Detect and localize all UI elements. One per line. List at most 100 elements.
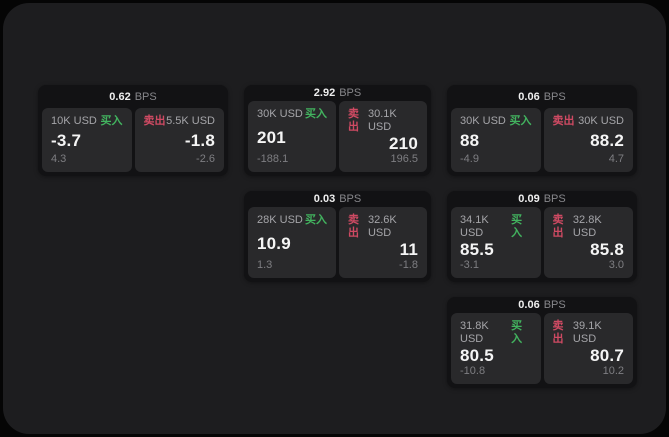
sell-price: 88.2 <box>590 131 624 150</box>
sell-panel-top-row: 卖出 32.6K USD <box>348 214 418 240</box>
bps-value: 0.09 <box>518 193 540 205</box>
quote-card-body: 30K USD 买入 201 -188.1 卖出 30.1K USD 210 1… <box>244 101 431 176</box>
buy-price: 201 <box>257 127 286 147</box>
buy-panel-top-row: 34.1K USD 买入 <box>460 214 532 240</box>
sell-change-value: 4.7 <box>608 153 624 165</box>
sell-panel[interactable]: 卖出 5.5K USD -1.8 -2.6 <box>134 108 224 172</box>
quote-card: 0.09 BPS 34.1K USD 买入 85.5 -3.1 卖出 32.8K… <box>447 191 637 282</box>
quote-card: 0.06 BPS 30K USD 买入 88 -4.9 卖出 30K USD 8… <box>447 85 637 176</box>
bps-value: 0.03 <box>313 193 336 205</box>
buy-change-value: -4.9 <box>460 153 479 165</box>
buy-panel[interactable]: 34.1K USD 买入 85.5 -3.1 <box>451 207 541 278</box>
sell-change-value: 196.5 <box>390 153 418 165</box>
bps-unit-label: BPS <box>339 87 362 99</box>
bps-unit-label: BPS <box>134 90 157 103</box>
quote-card: 0.62 BPS 10K USD 买入 -3.7 4.3 卖出 5.5K USD… <box>38 85 228 176</box>
bps-unit-label: BPS <box>543 299 566 311</box>
quote-card: 2.92 BPS 30K USD 买入 201 -188.1 卖出 30.1K … <box>244 85 431 176</box>
buy-side-label: 买入 <box>511 320 523 345</box>
buy-panel[interactable]: 10K USD 买入 -3.7 4.3 <box>42 108 132 172</box>
sell-notional-label: 30.1K USD <box>367 108 397 133</box>
buy-side-label: 买入 <box>100 115 123 127</box>
sell-price: 210 <box>389 134 418 153</box>
sell-panel[interactable]: 卖出 30K USD 88.2 4.7 <box>543 108 633 172</box>
buy-price: 85.5 <box>460 240 494 259</box>
sell-side-label: 卖出 <box>348 108 359 133</box>
sell-change-value: 3.0 <box>608 259 624 271</box>
buy-change-value: -10.8 <box>460 365 486 377</box>
buy-price: 10.9 <box>257 233 291 253</box>
sell-side-label: 卖出 <box>552 115 575 127</box>
bps-value: 0.06 <box>518 299 540 311</box>
sell-panel[interactable]: 卖出 32.6K USD 11 -1.8 <box>339 207 427 278</box>
quote-card-body: 10K USD 买入 -3.7 4.3 卖出 5.5K USD -1.8 -2.… <box>38 108 228 176</box>
buy-side-label: 买入 <box>305 214 327 226</box>
sell-change-value: -1.8 <box>399 259 418 271</box>
sell-notional-label: 32.6K USD <box>367 214 397 239</box>
buy-change-value: 4.3 <box>51 153 67 165</box>
quote-grid: 0.62 BPS 10K USD 买入 -3.7 4.3 卖出 5.5K USD… <box>38 85 637 388</box>
sell-side-label: 卖出 <box>552 214 564 239</box>
bps-header: 0.09 BPS <box>447 191 637 207</box>
bps-unit-label: BPS <box>543 193 566 205</box>
buy-panel[interactable]: 28K USD 买入 10.9 1.3 <box>248 207 336 278</box>
quote-card: 0.03 BPS 28K USD 买入 10.9 1.3 卖出 32.6K US… <box>244 191 431 282</box>
bps-header: 0.62 BPS <box>38 85 228 108</box>
bps-value: 2.92 <box>313 87 336 99</box>
buy-notional-label: 30K USD <box>257 108 303 120</box>
buy-price: 88 <box>460 131 480 150</box>
sell-panel-top-row: 卖出 32.8K USD <box>553 214 625 240</box>
sell-panel[interactable]: 卖出 39.1K USD 80.7 10.2 <box>543 313 633 384</box>
bps-header: 2.92 BPS <box>244 85 431 101</box>
bps-header: 0.03 BPS <box>244 191 431 207</box>
bps-header: 0.06 BPS <box>447 85 637 108</box>
buy-panel[interactable]: 30K USD 买入 201 -188.1 <box>248 101 336 172</box>
bps-header: 0.06 BPS <box>447 297 637 313</box>
buy-notional-label: 28K USD <box>257 214 303 226</box>
buy-notional-label: 31.8K USD <box>460 320 489 345</box>
buy-panel[interactable]: 30K USD 买入 88 -4.9 <box>451 108 541 172</box>
buy-side-label: 买入 <box>509 115 532 127</box>
sell-notional-label: 32.8K USD <box>572 214 602 239</box>
buy-side-label: 买入 <box>511 214 523 239</box>
sell-price: 11 <box>399 240 418 259</box>
app-window: 0.62 BPS 10K USD 买入 -3.7 4.3 卖出 5.5K USD… <box>3 3 666 434</box>
sell-panel-top-row: 卖出 5.5K USD <box>144 115 216 128</box>
quote-card-body: 31.8K USD 买入 80.5 -10.8 卖出 39.1K USD 80.… <box>447 313 637 388</box>
buy-price: 80.5 <box>460 346 494 365</box>
buy-price: -3.7 <box>51 131 82 150</box>
buy-notional-label: 10K USD <box>51 115 97 127</box>
buy-side-label: 买入 <box>305 108 327 120</box>
sell-price: -1.8 <box>184 131 215 150</box>
bps-unit-label: BPS <box>543 90 566 103</box>
quote-card: 0.06 BPS 31.8K USD 买入 80.5 -10.8 卖出 39.1… <box>447 297 637 388</box>
bps-unit-label: BPS <box>339 193 362 205</box>
buy-change-value: -3.1 <box>460 259 479 271</box>
bps-value: 0.62 <box>109 90 131 103</box>
sell-price: 85.8 <box>590 240 624 259</box>
buy-panel[interactable]: 31.8K USD 买入 80.5 -10.8 <box>451 313 541 384</box>
sell-notional-label: 5.5K USD <box>166 115 215 127</box>
sell-change-value: -2.6 <box>196 153 215 165</box>
buy-panel-top-row: 28K USD 买入 <box>257 214 327 227</box>
buy-panel-top-row: 10K USD 买入 <box>51 115 123 128</box>
buy-panel-top-row: 31.8K USD 买入 <box>460 320 532 346</box>
sell-side-label: 卖出 <box>348 214 359 239</box>
sell-change-value: 10.2 <box>602 365 624 377</box>
sell-panel-top-row: 卖出 30K USD <box>553 115 625 128</box>
buy-change-value: 1.3 <box>257 259 273 271</box>
buy-notional-label: 34.1K USD <box>460 214 489 239</box>
quote-card-body: 34.1K USD 买入 85.5 -3.1 卖出 32.8K USD 85.8… <box>447 207 637 282</box>
quote-card-body: 28K USD 买入 10.9 1.3 卖出 32.6K USD 11 -1.8 <box>244 207 431 282</box>
sell-panel[interactable]: 卖出 30.1K USD 210 196.5 <box>339 101 427 172</box>
buy-change-value: -188.1 <box>257 153 289 165</box>
sell-panel-top-row: 卖出 30.1K USD <box>348 108 418 134</box>
sell-notional-label: 39.1K USD <box>572 320 602 345</box>
sell-panel-top-row: 卖出 39.1K USD <box>553 320 625 346</box>
buy-panel-top-row: 30K USD 买入 <box>257 108 327 121</box>
sell-notional-label: 30K USD <box>578 115 624 127</box>
sell-side-label: 卖出 <box>143 115 166 127</box>
sell-panel[interactable]: 卖出 32.8K USD 85.8 3.0 <box>543 207 633 278</box>
buy-notional-label: 30K USD <box>460 115 506 127</box>
sell-side-label: 卖出 <box>552 320 564 345</box>
